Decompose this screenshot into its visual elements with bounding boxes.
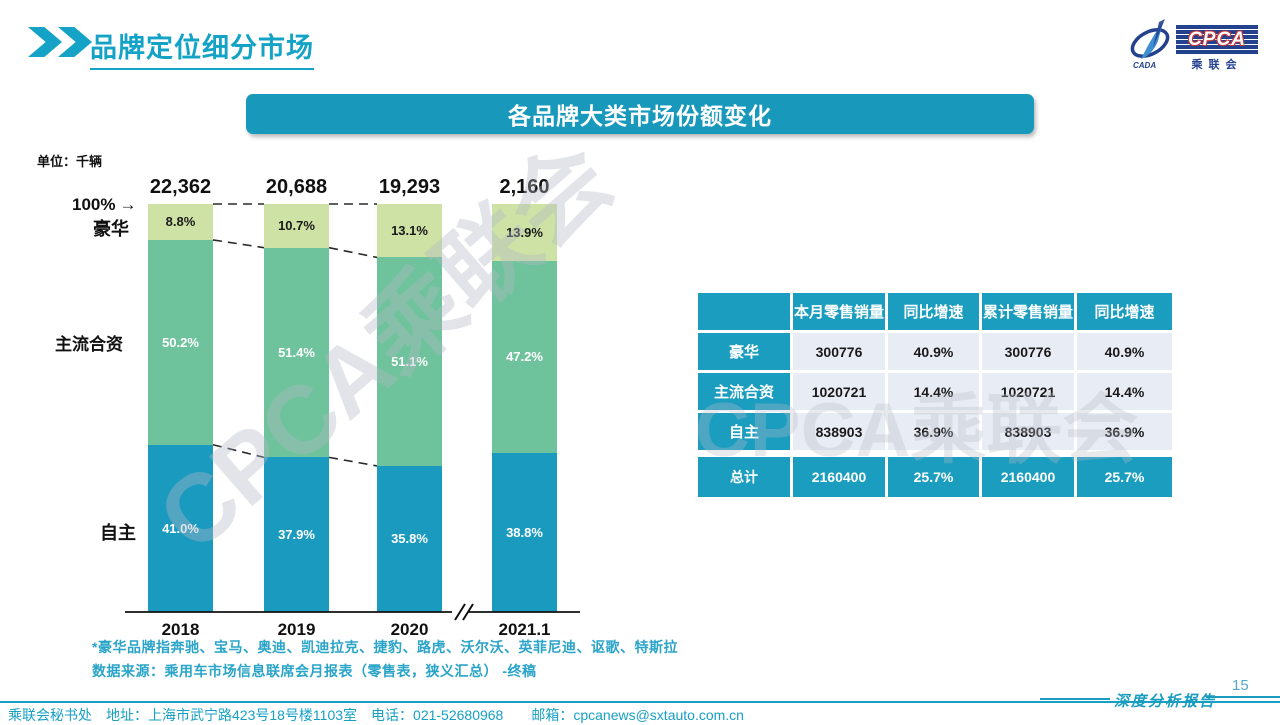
segment-value-label: 37.9%	[278, 527, 315, 543]
bar-segment: 51.1%	[377, 257, 442, 466]
cada-emblem-icon: CADA	[1130, 19, 1170, 69]
cpca-logo-text: CPCA	[1188, 29, 1246, 50]
table-cell: 838903	[982, 413, 1074, 450]
bar-segment: 41.0%	[148, 444, 213, 612]
segment-value-label: 35.8%	[391, 531, 428, 547]
table-cell: 14.4%	[888, 373, 979, 410]
series-label-jv: 主流合资	[55, 335, 123, 354]
report-label-line	[1040, 698, 1110, 700]
cpca-logo-box: CPCA	[1176, 25, 1258, 55]
report-label-line	[1206, 696, 1280, 698]
bar-total-label: 22,362	[149, 176, 212, 198]
connector-dashed-line	[212, 443, 265, 459]
connector-dashed-line	[212, 239, 265, 249]
table-row-label: 主流合资	[698, 373, 790, 410]
x-axis-label: 2020	[390, 620, 429, 639]
segment-value-label: 51.4%	[278, 344, 315, 360]
table-cell: 36.9%	[888, 413, 979, 450]
x-axis-label: 2018	[161, 620, 200, 639]
report-label: 深度分析报告	[1114, 694, 1217, 710]
segment-value-label: 13.1%	[391, 223, 428, 239]
connector-dashed-line	[328, 246, 378, 259]
table-cell: 1020721	[793, 373, 885, 410]
table-header-cell: 同比增速	[888, 293, 979, 330]
segment-value-label: 10.7%	[278, 218, 315, 234]
table-row-label: 豪华	[698, 333, 790, 370]
bar-segment: 37.9%	[264, 457, 329, 612]
table-total-cell: 25.7%	[888, 457, 979, 497]
chevron-icon	[28, 27, 62, 57]
table-total-cell: 25.7%	[1077, 457, 1172, 497]
page-title: 品牌定位细分市场	[90, 26, 314, 70]
cpca-logo: CADA CPCA 乘联会	[1128, 17, 1258, 71]
bar-segment: 10.7%	[264, 204, 329, 248]
unit-label: 单位：千辆	[37, 154, 103, 169]
bar-segment: 8.8%	[148, 204, 213, 240]
table-cell: 1020721	[982, 373, 1074, 410]
axis-break-mark	[462, 603, 474, 621]
table-total-cell: 2160400	[982, 457, 1074, 497]
segment-value-label: 13.9%	[506, 224, 543, 240]
hundred-percent-label: 100% →	[72, 195, 137, 214]
bar-segment: 13.1%	[377, 204, 442, 258]
bar-segment: 13.9%	[492, 204, 557, 261]
svg-text:CADA: CADA	[1133, 61, 1156, 69]
arrow-right-icon: →	[119, 195, 137, 214]
table-total-label: 总计	[698, 457, 790, 497]
page-number: 15	[1232, 677, 1249, 694]
bar-total-label: 19,293	[378, 176, 441, 198]
table-cell: 14.4%	[1077, 373, 1172, 410]
segment-value-label: 41.0%	[162, 520, 199, 536]
footnote-data-source: 数据来源：乘用车市场信息联席会月报表（零售表，狭义汇总） -终稿	[92, 663, 537, 679]
table-cell: 40.9%	[1077, 333, 1172, 370]
table-header-cell: 同比增速	[1077, 293, 1172, 330]
x-axis-label: 2021.1	[498, 620, 551, 639]
bar-segment: 38.8%	[492, 453, 557, 612]
footer-divider	[0, 701, 1280, 703]
x-axis-label: 2019	[277, 620, 316, 639]
segment-value-label: 38.8%	[506, 524, 543, 540]
footnote-luxury-brands: *豪华品牌指奔驰、宝马、奥迪、凯迪拉克、捷豹、路虎、沃尔沃、英菲尼迪、讴歌、特斯…	[92, 639, 678, 655]
bar-segment: 50.2%	[148, 239, 213, 445]
connector-dashed-line	[328, 456, 378, 467]
cpca-logo-subtext: 乘联会	[1191, 59, 1243, 71]
table-cell: 36.9%	[1077, 413, 1172, 450]
segment-value-label: 51.1%	[391, 354, 428, 370]
bar-total-label: 20,688	[265, 176, 328, 198]
bar-segment: 47.2%	[492, 260, 557, 454]
axis-break-mark	[454, 603, 466, 621]
table-total-cell: 2160400	[793, 457, 885, 497]
chevron-icon	[58, 27, 92, 57]
series-label-domestic: 自主	[100, 523, 136, 543]
table-header-cell: 累计零售销量	[982, 293, 1074, 330]
segment-value-label: 47.2%	[506, 349, 543, 365]
table-row-label: 自主	[698, 413, 790, 450]
section-banner: 各品牌大类市场份额变化	[246, 94, 1034, 134]
table-cell: 300776	[982, 333, 1074, 370]
table-cell: 838903	[793, 413, 885, 450]
table-cell: 40.9%	[888, 333, 979, 370]
sales-table: 本月零售销量 同比增速 累计零售销量 同比增速 豪华 300776 40.9% …	[698, 293, 1175, 497]
bar-segment: 51.4%	[264, 247, 329, 458]
segment-value-label: 8.8%	[165, 214, 196, 230]
table-header-cell: 本月零售销量	[793, 293, 885, 330]
table-header-cell	[698, 293, 790, 330]
axis-break-gap	[452, 604, 468, 620]
bar-segment: 35.8%	[377, 465, 442, 612]
bar-total-label: 2,160	[499, 176, 550, 198]
segment-value-label: 50.2%	[162, 334, 199, 350]
footer-contact-info: 乘联会秘书处 地址：上海市武宁路423号18号楼1103室 电话：021-526…	[8, 707, 744, 723]
series-label-luxury: 豪华	[93, 219, 129, 239]
table-cell: 300776	[793, 333, 885, 370]
